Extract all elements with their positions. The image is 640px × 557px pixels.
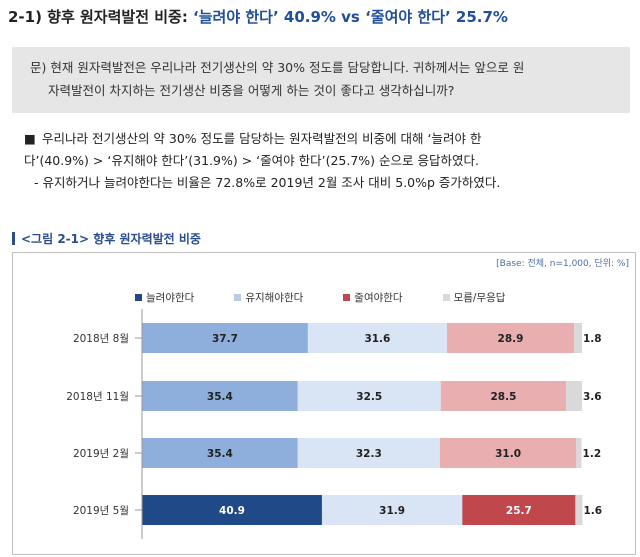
bar-segment (566, 381, 582, 411)
title-highlight: ‘늘려야 한다’ 40.9% vs ‘줄여야 한다’ 25.7% (193, 8, 508, 26)
legend-item: 늘려야한다 (135, 290, 194, 305)
bar-segment (462, 495, 576, 525)
bar-segment (576, 438, 582, 468)
bar-segment (142, 495, 322, 525)
title-prefix: 2-1) 향후 원자력발전 비중: (8, 8, 194, 26)
summary-line-1: 우리나라 전기생산의 약 30% 정도를 담당하는 원자력발전의 비중에 대해 … (41, 131, 482, 146)
data-label: 28.5 (490, 391, 516, 403)
summary-line-2: 다’(40.9%) > ‘유지해야 한다’(31.9%) > ‘줄여야 한다’(… (24, 153, 479, 168)
figure-title-text: <그림 2-1> 향후 원자력발전 비중 (21, 232, 201, 246)
question-line-1: 문) 현재 원자력발전은 우리나라 전기생산의 약 30% 정도를 담당합니다.… (30, 60, 525, 75)
legend-item: 모름/무응답 (442, 290, 506, 305)
summary-line-3: - 유지하거나 늘려야한다는 비율은 72.8%로 2019년 2월 조사 대비… (34, 175, 501, 190)
summary-block: ■ 우리나라 전기생산의 약 30% 정도를 담당하는 원자력발전의 비중에 대… (24, 128, 630, 194)
data-label: 40.9 (219, 505, 245, 517)
question-line-2: 자력발전이 차지하는 전기생산 비중을 어떻게 하는 것이 좋다고 생각하십니까… (48, 83, 455, 98)
category-label: 2019년 2월 (73, 448, 129, 460)
legend-label: 늘려야한다 (146, 292, 195, 304)
legend-item: 유지해야한다 (234, 290, 303, 305)
legend-swatch (234, 294, 242, 301)
category-label: 2019년 5월 (73, 505, 129, 517)
bar-segment (307, 323, 447, 353)
legend-item: 줄여야한다 (343, 290, 403, 305)
legend-swatch (442, 294, 450, 301)
legend-label: 모름/무응답 (453, 292, 506, 304)
data-label: 31.0 (495, 448, 521, 460)
bar-segment (142, 323, 308, 353)
data-label: 1.2 (583, 448, 602, 460)
data-label: 3.6 (583, 391, 602, 403)
page-title: 2-1) 향후 원자력발전 비중: ‘늘려야 한다’ 40.9% vs ‘줄여야… (8, 6, 508, 27)
bar-segment (297, 381, 441, 411)
title-bar-icon (12, 232, 15, 245)
data-label: 35.4 (207, 391, 233, 403)
bar-segment (439, 438, 577, 468)
legend-label: 줄여야한다 (354, 292, 403, 304)
data-label: 31.9 (379, 505, 405, 517)
bar-segment (574, 323, 582, 353)
data-label: 1.6 (583, 505, 602, 517)
data-label: 31.6 (364, 333, 390, 345)
data-label: 32.3 (356, 448, 382, 460)
data-label: 28.9 (498, 333, 524, 345)
bar-segment (575, 495, 583, 525)
category-label: 2018년 8월 (73, 333, 129, 345)
stacked-bar-chart: 2018년 8월 37.7 31.6 28.9 1.8 2018년 11월 35.4 32.5… (66, 309, 602, 539)
data-label: 37.7 (212, 333, 238, 345)
data-label: 1.8 (583, 333, 602, 345)
legend-swatch (135, 294, 142, 301)
data-label: 25.7 (506, 505, 532, 517)
bar-segment (142, 381, 298, 411)
chart-legend: 늘려야한다 유지해야한다 줄여야한다 모름/무응답 (135, 290, 545, 305)
category-label: 2018년 11월 (66, 391, 129, 403)
bar-segment (142, 438, 298, 468)
legend-swatch (343, 294, 351, 301)
bar-segment (297, 438, 440, 468)
figure-title: <그림 2-1> 향후 원자력발전 비중 (12, 230, 201, 247)
square-bullet-icon: ■ (24, 131, 36, 146)
data-label: 32.5 (356, 391, 382, 403)
chart-container: [Base: 전체, n=1,000, 단위: %] 늘려야한다 유지해야한다 줄여… (12, 252, 636, 555)
base-note: [Base: 전체, n=1,000, 단위: %] (496, 259, 629, 269)
legend-label: 유지해야한다 (245, 292, 304, 304)
bar-segment (440, 381, 567, 411)
bar-segment (321, 495, 463, 525)
question-box: 문) 현재 원자력발전은 우리나라 전기생산의 약 30% 정도를 담당합니다.… (12, 47, 630, 113)
bar-segment (446, 323, 575, 353)
data-label: 35.4 (207, 448, 233, 460)
